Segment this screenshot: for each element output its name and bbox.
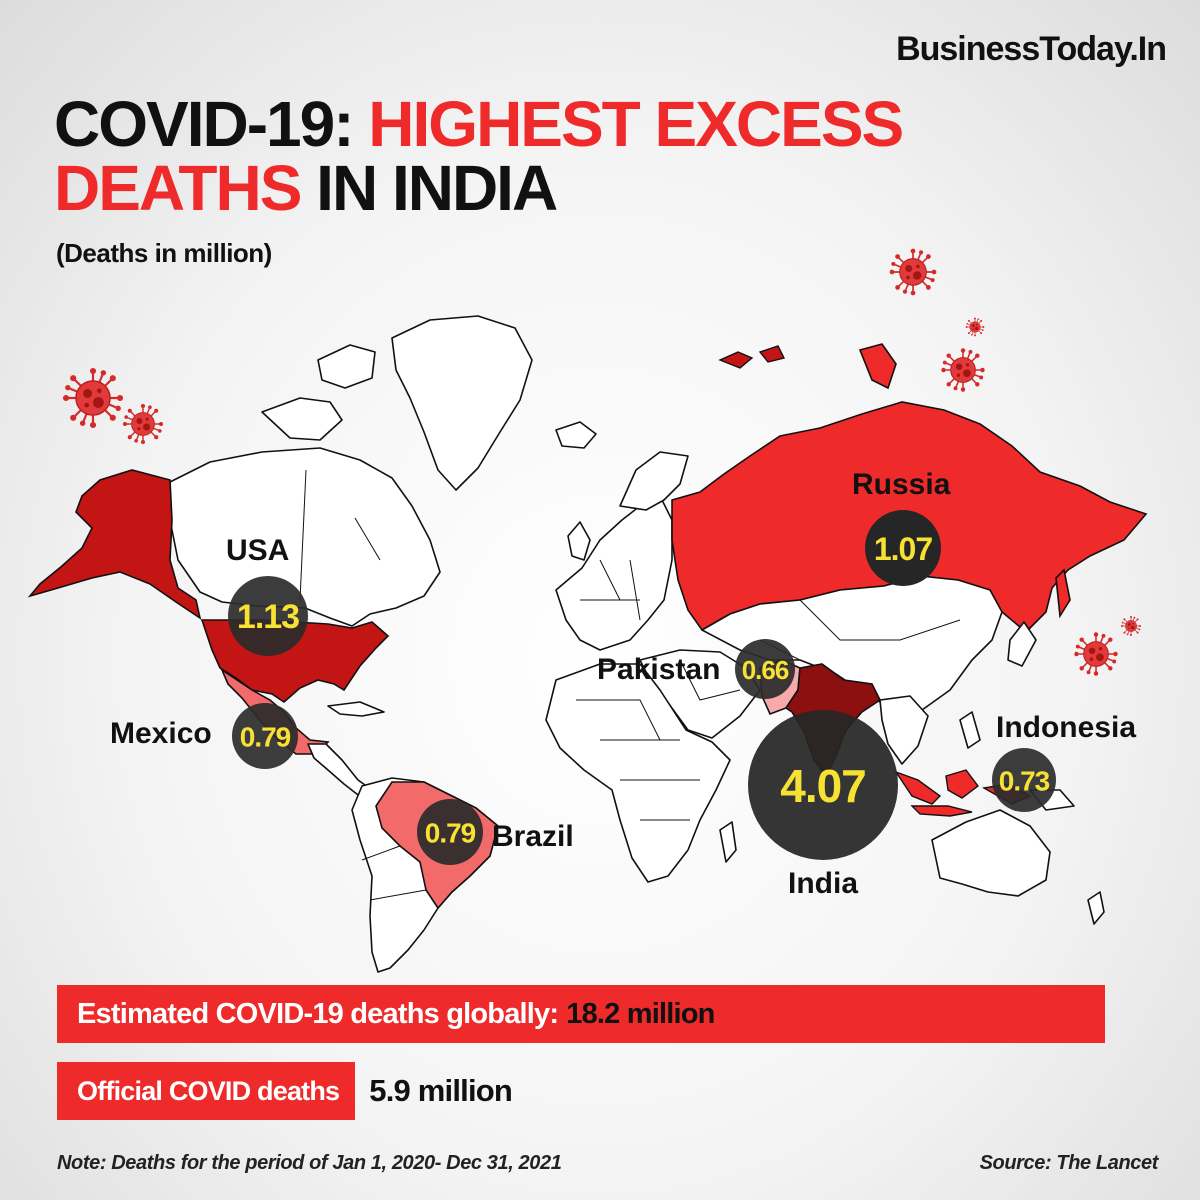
value-india: 4.07: [780, 760, 866, 812]
iceland: [555, 421, 597, 449]
bubble-indonesia: 0.73: [992, 748, 1056, 812]
title-part-2: HIGHEST EXCESS: [368, 88, 904, 160]
title-part-3: DEATHS: [54, 152, 302, 224]
value-indonesia: 0.73: [999, 766, 1050, 797]
arctic-islands: [261, 397, 343, 441]
coronavirus-icon: [61, 366, 125, 430]
world-map: 1.13 USA 0.79 Mexico 0.79 Brazil 1.07 Ru…: [27, 247, 1148, 973]
australia: [931, 809, 1051, 897]
value-russia: 1.07: [874, 531, 932, 567]
madagascar: [719, 821, 737, 863]
greenland-landmass: [391, 315, 533, 491]
value-brazil: 0.79: [425, 818, 476, 849]
page-title: COVID-19: HIGHEST EXCESS DEATHS IN INDIA: [54, 92, 904, 220]
southeast-asia: [879, 695, 929, 765]
official-deaths-value: 5.9 million: [369, 1073, 513, 1108]
cuba: [327, 701, 385, 717]
global-deaths-value: 18.2 million: [566, 997, 715, 1030]
brand-logo: BusinessToday.In: [896, 30, 1167, 68]
bubble-pakistan: 0.66: [735, 639, 795, 699]
canada-landmass: [169, 447, 441, 627]
coronavirus-icon: [122, 403, 164, 445]
alaska: [27, 469, 202, 620]
philippines: [959, 711, 981, 749]
title-part-1: COVID-19:: [54, 88, 369, 160]
coronavirus-icon: [1073, 631, 1119, 677]
russia-islands-north: [718, 345, 786, 369]
coronavirus-icon: [888, 247, 938, 297]
coronavirus-icon: [940, 347, 986, 393]
sakhalin: [1055, 568, 1071, 619]
unit-subtitle: (Deaths in million): [56, 238, 272, 268]
value-mexico: 0.79: [240, 722, 291, 753]
coronavirus-icon: [965, 317, 985, 337]
bubble-brazil: 0.79: [417, 799, 483, 865]
value-usa: 1.13: [237, 598, 299, 636]
source-credit: Source: The Lancet: [979, 1152, 1159, 1174]
official-deaths-label: Official COVID deaths: [57, 1062, 356, 1120]
japan: [1007, 621, 1037, 667]
bubble-mexico: 0.79: [232, 703, 298, 769]
africa-landmass: [545, 663, 731, 883]
global-deaths-bar: Estimated COVID-19 deaths globally: 18.2…: [57, 985, 1105, 1043]
coronavirus-icon: [1120, 615, 1142, 637]
new-zealand: [1087, 891, 1105, 925]
russia-island: [858, 343, 897, 390]
bubble-russia: 1.07: [865, 510, 941, 586]
scandinavia: [619, 451, 689, 511]
label-pakistan: Pakistan: [597, 653, 720, 686]
bubble-usa: 1.13: [228, 576, 308, 656]
official-deaths-row: Official COVID deaths 5.9 million: [57, 1062, 513, 1120]
label-mexico: Mexico: [110, 717, 212, 750]
footnote: Note: Deaths for the period of Jan 1, 20…: [57, 1152, 562, 1174]
europe-landmass: [555, 499, 673, 651]
value-pakistan: 0.66: [742, 655, 789, 685]
label-russia: Russia: [852, 468, 951, 501]
global-deaths-label: Estimated COVID-19 deaths globally:: [77, 997, 559, 1030]
label-brazil: Brazil: [492, 820, 574, 853]
label-usa: USA: [226, 534, 289, 567]
label-indonesia: Indonesia: [996, 711, 1136, 744]
uk: [567, 521, 591, 561]
title-part-4: IN INDIA: [300, 152, 558, 224]
arctic-islands-2: [317, 344, 376, 389]
label-india: India: [788, 867, 858, 900]
bubble-india: 4.07: [748, 710, 898, 860]
indonesia: [894, 769, 1032, 817]
